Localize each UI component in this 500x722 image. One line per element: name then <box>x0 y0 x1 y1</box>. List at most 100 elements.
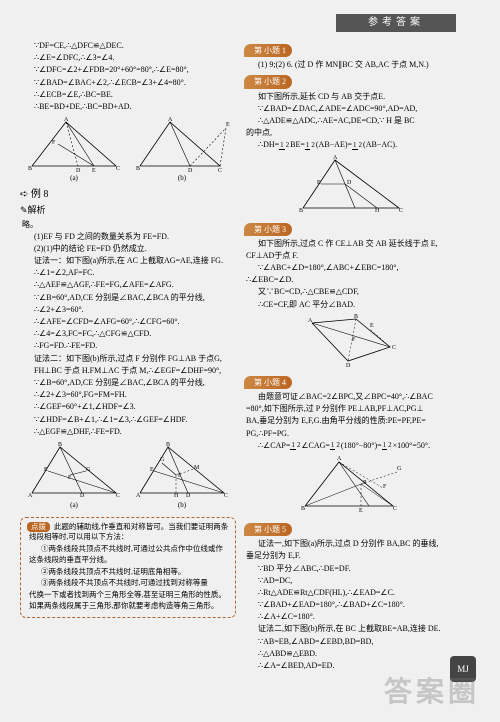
figure-s3: AB CD EF <box>244 313 460 369</box>
text-line: ∵∠BAD=∠BAC+∠2,∴∠ECB=∠3+∠4=80°. <box>20 77 236 88</box>
svg-text:C: C <box>393 506 397 512</box>
text-line: ∴△ADE≌△ADC,∴AE=AC,DE=CD,∵ H 是 BC <box>244 115 460 126</box>
text-line: ∴∠GEF=60°+∠1,∠HDF=∠3. <box>20 401 236 412</box>
text-line: (1) 9;(2) 6. (过 D 作 MN∥BC 交 AB,AC 于点 M,N… <box>244 59 460 70</box>
svg-text:A: A <box>333 155 338 161</box>
text-line: ∴∠ECB=∠E,∴BC=BE. <box>20 89 236 100</box>
svg-text:E: E <box>370 323 374 329</box>
brief-line: 略。 <box>20 219 236 230</box>
figure-caption: (a) <box>24 501 124 511</box>
tip-line: 代换一下或者找到两个三角形全等,甚至证明三角形的性质。 <box>27 590 229 601</box>
text-line: ∵∠B=60°,AD,CE 分别是∠BAC,∠BCA 的平分线, <box>20 377 236 388</box>
svg-text:B: B <box>354 314 358 320</box>
text-line: ∵AB=EB,∠ABD=∠EBD,BD=BD, <box>244 636 460 647</box>
section-label-1: 第 小题 1 <box>244 44 292 57</box>
analyze-icon: ✎解析 <box>20 204 236 217</box>
tip-line: 此题的辅助线,作垂直和对称皆可。当我们要证明两条 <box>54 522 228 531</box>
text-line: ∴∠EBC=∠D. <box>244 274 460 285</box>
svg-text:C: C <box>399 208 403 214</box>
text-line: ∴CE=CF,即 AC 平分∠BAD. <box>244 299 460 310</box>
text-line: ∵∠BAD+∠EAD=180°,∴∠BAD+∠C=180°. <box>244 599 460 610</box>
svg-text:G: G <box>86 467 91 473</box>
figure-caption: (a) <box>26 174 122 184</box>
figure-1a: AB CD EF (a) <box>26 116 122 184</box>
text-line: ∴Rt△ADE≌Rt△CDF(HL),∴∠EAD=∠C. <box>244 587 460 598</box>
text-line: 的中点, <box>244 127 460 138</box>
text-line: ∴△ABD≌△EBD. <box>244 648 460 659</box>
tip-line: ③两条线段不共顶点不共线时,可通过找到对称等量 <box>27 578 229 589</box>
svg-text:P: P <box>363 480 367 486</box>
equation: ∴∠CAP=12∠CAG=12(180°−80°)=12×100°=50°. <box>244 440 460 451</box>
section-label-5: 第 小题 5 <box>244 523 292 536</box>
text-line: 如下图所示,延长 CD 与 AB 交于点E. <box>244 91 460 102</box>
text-line: CF⊥AD于点 F. <box>244 250 460 261</box>
page-content: ∵DF=CE,∴△DFC≌△DEC. ∴∠E=∠DFC,∴∠3=∠4. ∵∠DF… <box>20 40 460 672</box>
svg-text:F: F <box>68 475 72 481</box>
text-line: ∴∠2+∠3=60°. <box>20 304 236 315</box>
text-line: ∵∠ABC+∠D=180°,∠ABC+∠EBC=180°, <box>244 262 460 273</box>
text-line: ∴∠2+∠3=60°,FG=FM=FH. <box>20 389 236 400</box>
figure-caption: (b) <box>134 174 230 184</box>
text-line: (1)EF 与 FD 之间的数量关系为 FE=FD. <box>20 231 236 242</box>
text-line: ∵∠HDF=∠B+∠1,∴∠1=∠3,∴∠GEF=∠HDF. <box>20 414 236 425</box>
svg-text:D: D <box>188 168 193 174</box>
text-line: ∴∠AFE=∠CFD=∠AFG=60°,∴∠CFG=60°. <box>20 316 236 327</box>
text-line: ∴∠A=∠BED,AD=ED. <box>244 660 460 671</box>
svg-text:C: C <box>116 493 120 499</box>
svg-text:A: A <box>64 117 69 123</box>
svg-text:E: E <box>317 180 321 186</box>
analyze-label: 解析 <box>28 205 46 215</box>
text-line: =80°,如下图所示,过 P 分别作 PE⊥AB,PF⊥AC,PG⊥ <box>244 403 460 414</box>
text-line: 由题意可证∠BAC=2∠BPC,又∠BPC=40°,∴∠BAC <box>244 391 460 402</box>
watermark: 答案圈 <box>384 673 480 712</box>
tip-line: 如果两条线段属于三角形,那你就要考虑构造等角三角形。 <box>27 601 229 612</box>
text-line: ∴∠4=∠3,FC=FC,∴△CFG≌△CFD. <box>20 328 236 339</box>
left-column: ∵DF=CE,∴△DFC≌△DEC. ∴∠E=∠DFC,∴∠3=∠4. ∵∠DF… <box>20 40 236 672</box>
figure-row-2: BA CE DF G (a) BA CE DF <box>20 441 236 511</box>
text-line: ∴△AEF≌△AGF,∴FE=FG,∠AFE=∠AFG. <box>20 279 236 290</box>
svg-text:A: A <box>308 318 313 324</box>
text-line: (2)(1)中的结论 FE=FD 仍然成立. <box>20 243 236 254</box>
block-2: (1)EF 与 FD 之间的数量关系为 FE=FD. (2)(1)中的结论 FE… <box>20 231 236 437</box>
example-arrow-icon: ➪ 例 8 <box>20 188 236 202</box>
text-line: ∴BE=BD+DE,∴BC=BD+AD. <box>20 101 236 112</box>
svg-text:A: A <box>168 117 173 123</box>
text-line: ∵DF=CE,∴△DFC≌△DEC. <box>20 40 236 51</box>
svg-text:F: F <box>383 484 387 490</box>
text-line: FH⊥BC 于点 H.FM⊥AC 于点 M,∴∠EGF=∠DHF=90°, <box>20 365 236 376</box>
section-label-3: 第 小题 3 <box>244 223 292 236</box>
figure-row-1: AB CD EF (a) AB CD E (b) <box>20 116 236 184</box>
figure-1b: AB CD E (b) <box>134 116 230 184</box>
figure-caption: (b) <box>132 501 232 511</box>
equation: ∴DH=12BE=12(AB−AE)=12(AB−AC). <box>244 139 460 150</box>
text-line: ∴FG=FD.∴FE=FD. <box>20 340 236 351</box>
right-column: 第 小题 1 (1) 9;(2) 6. (过 D 作 MN∥BC 交 AB,AC… <box>244 40 460 672</box>
text-line: 证法二,如下图(b)所示,在 BC 上截取BE=AB,连接 DE. <box>244 623 460 634</box>
svg-text:C: C <box>218 168 222 174</box>
svg-text:H: H <box>174 493 179 499</box>
text-line: 又∵BC=CD,∴△CBE≌△CDF, <box>244 286 460 297</box>
svg-text:B: B <box>136 166 140 172</box>
svg-text:D: D <box>80 493 85 499</box>
svg-text:H: H <box>375 208 380 214</box>
svg-text:G: G <box>397 466 402 472</box>
text-line: ∵∠B=60°,AD,CE 分别是∠BAC,∠BCA 的平分线, <box>20 292 236 303</box>
tip-line: ②两条线段共顶点不共线时,证明底角相等。 <box>27 567 229 578</box>
figure-2b: BA CE DF GH M (b) <box>132 441 232 511</box>
figure-2a: BA CE DF G (a) <box>24 441 124 511</box>
svg-text:B: B <box>58 442 62 448</box>
svg-text:B: B <box>299 208 303 214</box>
text-line: ∵BD 平分∠ABC,∴DE=DF. <box>244 563 460 574</box>
text-line: 证法一：如下图(a)所示,在 AC 上截取AG=AE,连接 FG. <box>20 255 236 266</box>
tip-line: 这条线段的垂直平分线。 <box>27 555 229 566</box>
svg-text:D: D <box>346 363 351 369</box>
block-1: ∵DF=CE,∴△DFC≌△DEC. ∴∠E=∠DFC,∴∠3=∠4. ∵∠DF… <box>20 40 236 112</box>
text-line: 垂足分别为 E,F. <box>244 550 460 561</box>
text-line: BA,垂足分别为 E,F,G.由角平分线的性质:PE=PF,PE= <box>244 415 460 426</box>
svg-text:B: B <box>28 166 32 172</box>
text-line: ∴∠A+∠C=180°. <box>244 611 460 622</box>
svg-text:F: F <box>52 140 56 146</box>
tip-title: 点拨 <box>27 522 50 533</box>
svg-text:E: E <box>150 467 154 473</box>
svg-text:E: E <box>359 508 363 514</box>
